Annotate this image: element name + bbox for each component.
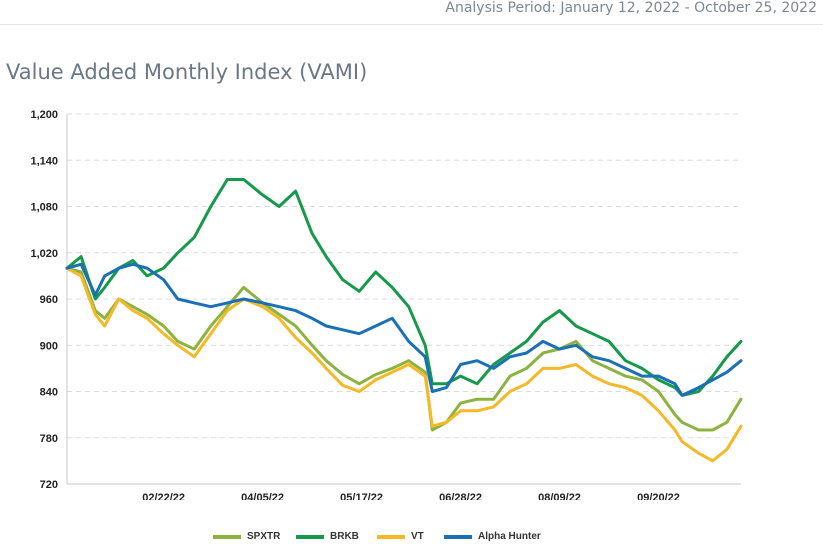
y-tick-label: 900: [40, 340, 58, 352]
x-tick-label: 05/17/22: [340, 492, 383, 500]
grid-lines: [67, 113, 741, 439]
legend-swatch: [377, 534, 405, 539]
x-tick-label: 09/20/22: [637, 492, 680, 500]
legend-item-brkb[interactable]: BRKB: [296, 531, 359, 542]
series-lines: [65, 178, 743, 463]
y-tick-label: 1,200: [30, 109, 58, 121]
legend-item-alpha-hunter[interactable]: Alpha Hunter: [444, 531, 541, 542]
legend-swatch: [444, 534, 472, 539]
x-tick-label: 06/28/22: [439, 492, 482, 500]
legend-item-spxtr[interactable]: SPXTR: [213, 531, 280, 542]
legend-swatch: [296, 534, 324, 539]
legend-label: SPXTR: [247, 531, 281, 542]
y-tick-label: 1,020: [30, 248, 58, 260]
legend-label: BRKB: [330, 531, 359, 542]
header-bar: Analysis Period: January 12, 2022 - Octo…: [0, 0, 823, 25]
legend-label: Alpha Hunter: [478, 531, 541, 542]
x-tick-label: 02/22/22: [142, 492, 185, 500]
legend-item-vt[interactable]: VT: [377, 531, 424, 542]
y-tick-label: 840: [40, 387, 58, 399]
series-line-spxtr: [65, 266, 743, 432]
y-tick-label: 780: [40, 433, 58, 445]
axes: 720 780 840 900 960 1,020 1,080 1,140 1,200 02/22…: [30, 109, 741, 500]
y-tick-label: 1,140: [30, 155, 58, 167]
x-tick-label: 04/05/22: [241, 492, 284, 500]
vami-line-chart: 720 780 840 900 960 1,020 1,080 1,140 1,200 02/22…: [30, 109, 743, 500]
series-line-vt: [65, 266, 743, 463]
legend-label: VT: [411, 531, 424, 542]
series-line-brkb: [65, 178, 743, 397]
series-line-alpha-hunter: [65, 262, 743, 397]
y-tick-label: 1,080: [30, 202, 58, 214]
legend-swatch: [213, 534, 241, 539]
legend: SPXTR BRKB VT Alpha Hunter: [0, 531, 823, 549]
analysis-period: Analysis Period: January 12, 2022 - Octo…: [445, 0, 817, 16]
y-tick-label: 720: [40, 479, 58, 491]
chart-title: Value Added Monthly Index (VAMI): [6, 60, 368, 84]
x-tick-label: 08/09/22: [538, 492, 581, 500]
y-tick-label: 960: [40, 294, 58, 306]
